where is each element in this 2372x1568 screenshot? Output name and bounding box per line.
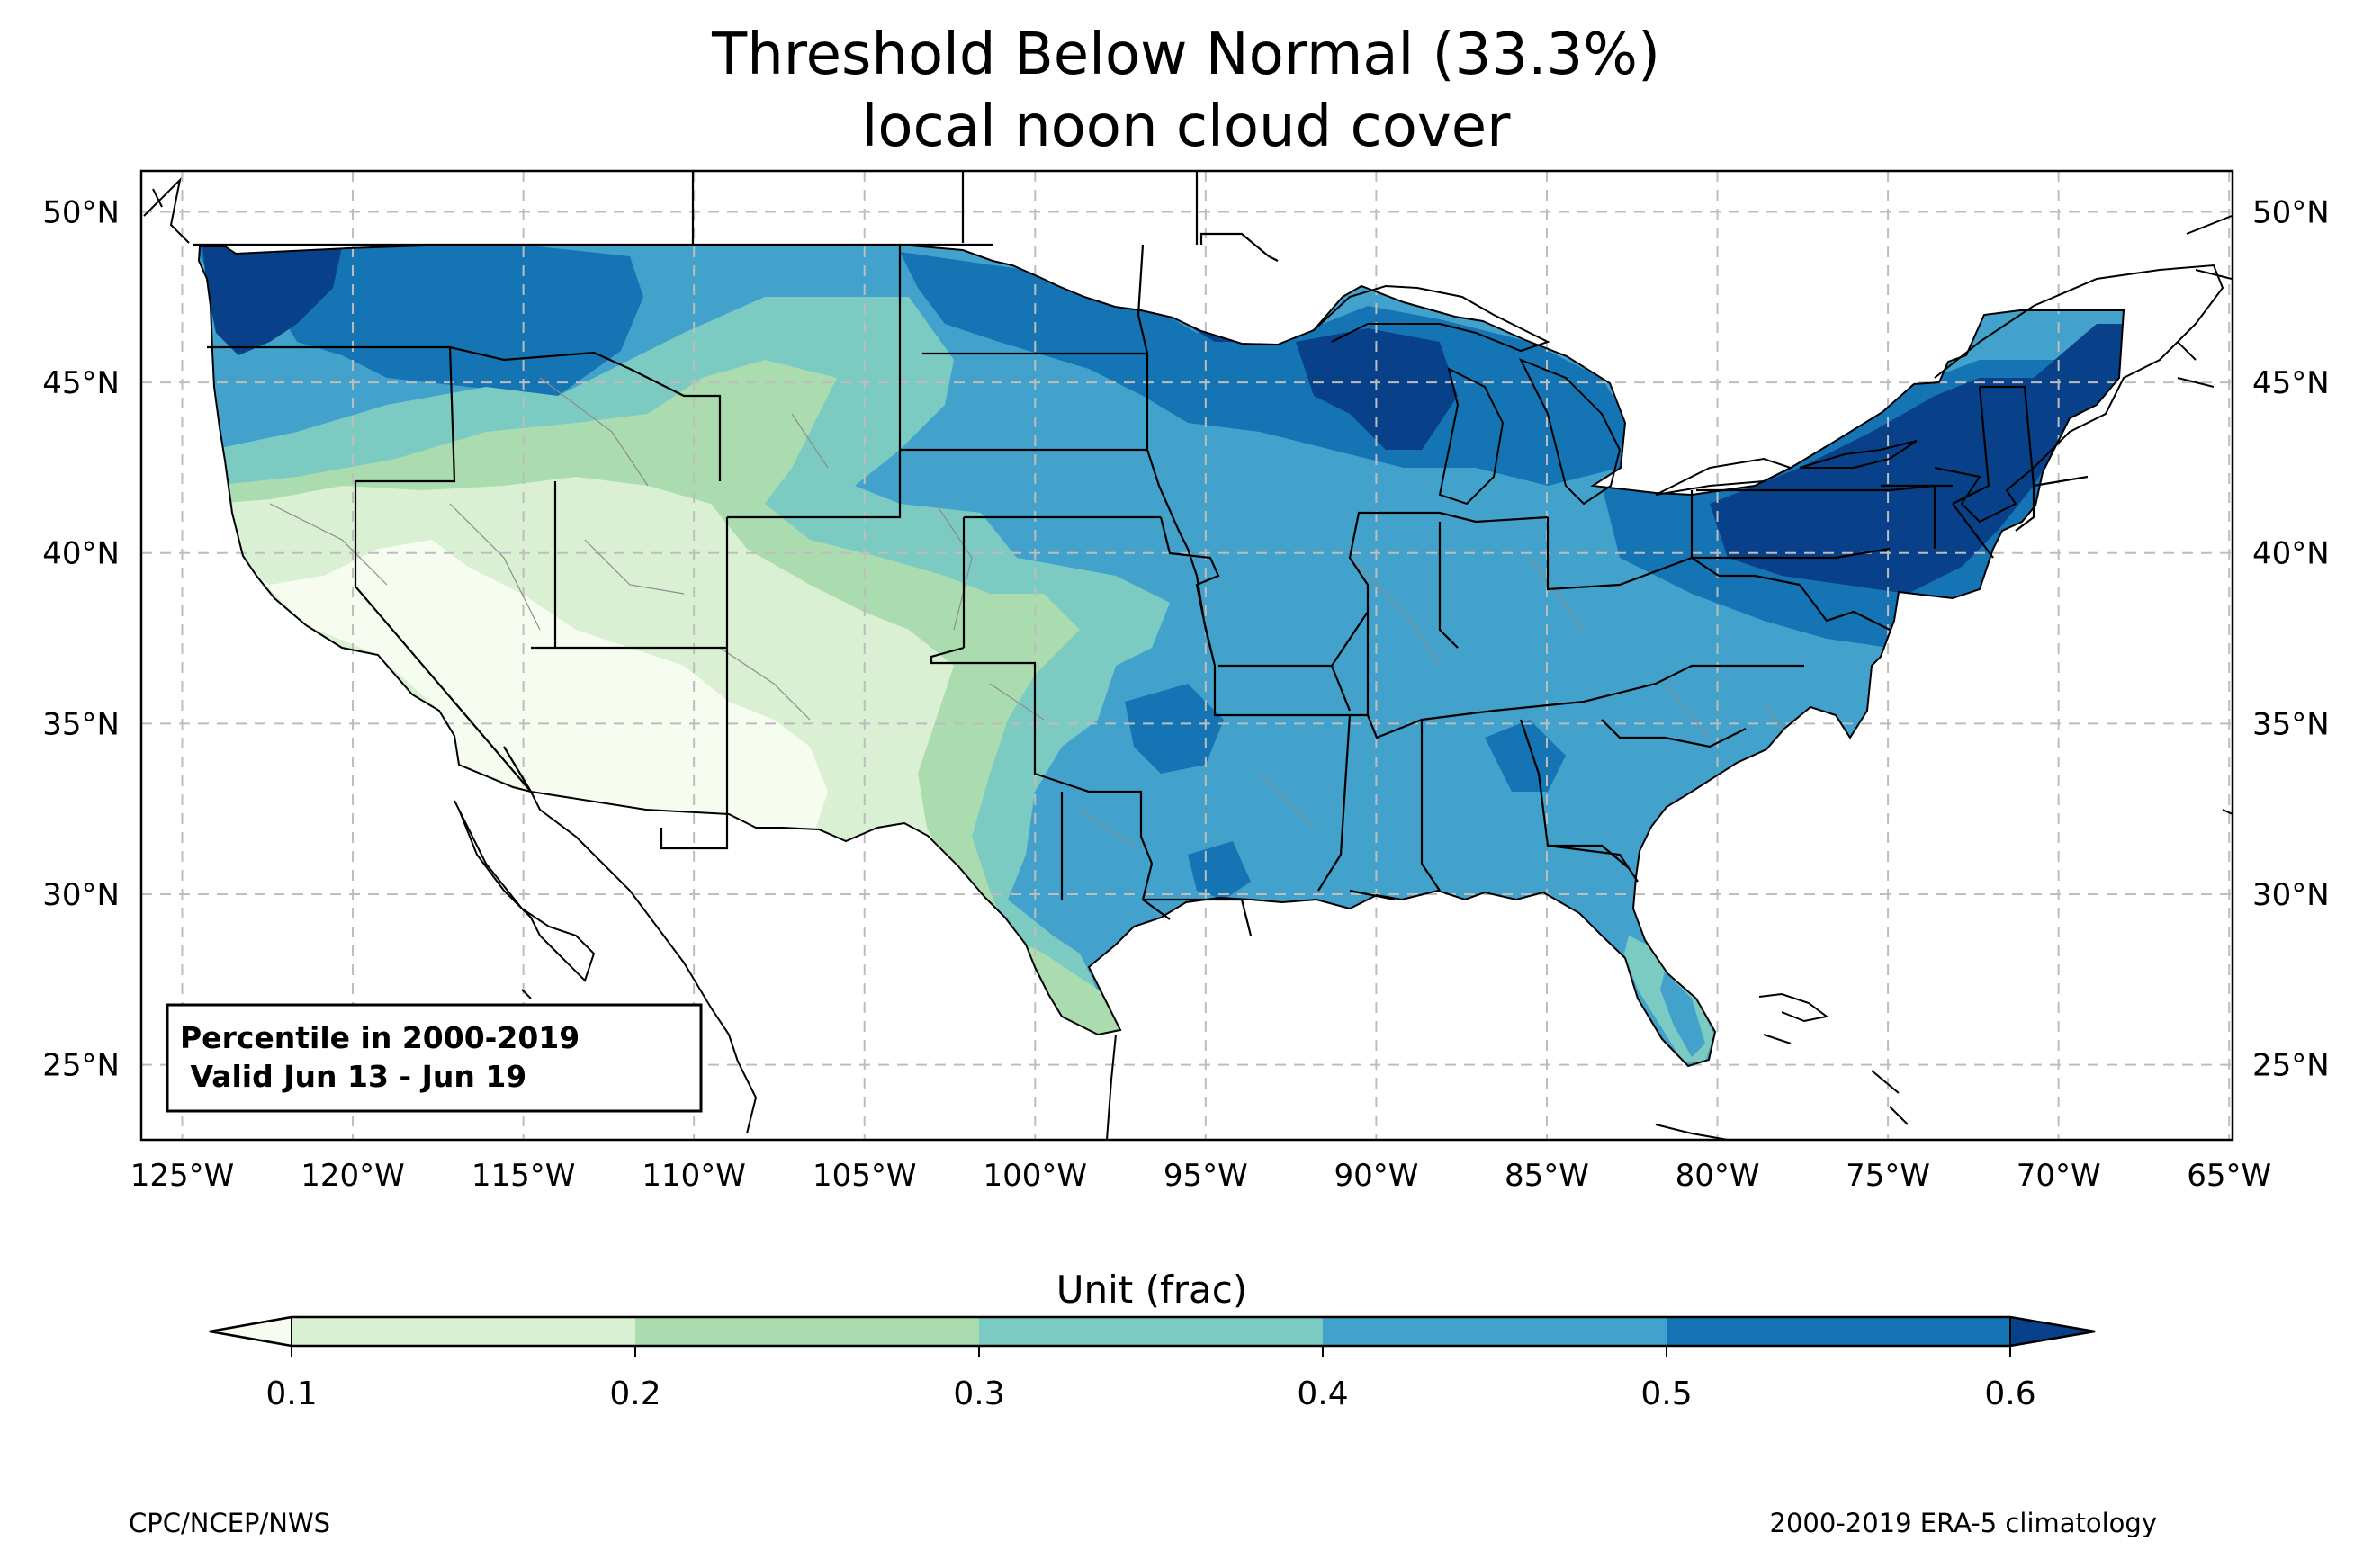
lon-tick-labels: 125°W 120°W 115°W 110°W 105°W 100°W 95°W 90°W 85… xyxy=(130,1158,2271,1194)
annotation-frame xyxy=(166,1003,703,1113)
colorbar-extend-low xyxy=(209,1315,292,1348)
band-0-5-0-6-louisiana xyxy=(1188,841,1251,900)
band-0-5-0-6-north-central xyxy=(900,252,1629,486)
band-gt-0-6-northeast xyxy=(1710,324,2124,594)
band-gt-0-6-washington xyxy=(202,247,342,355)
lon-tick-label: 75°W xyxy=(1846,1158,1930,1194)
lat-tick-label: 30°N xyxy=(42,877,120,913)
lon-tick-label: 90°W xyxy=(1334,1158,1418,1194)
colorbar-bin xyxy=(979,1317,1323,1346)
annotation-line-2: Valid Jun 13 - Jun 19 xyxy=(180,1059,526,1094)
colorbar-label: Unit (frac) xyxy=(1056,1268,1248,1312)
lon-tick-label: 100°W xyxy=(984,1158,1088,1194)
colorbar-tick-label: 0.2 xyxy=(609,1375,660,1412)
annotation-line-1: Percentile in 2000-2019 xyxy=(180,1020,580,1055)
title-line-1: Threshold Below Normal (33.3%) xyxy=(711,22,1660,88)
title-line-2: local noon cloud cover xyxy=(862,94,1512,160)
band-lt-0-1-southwest xyxy=(225,540,828,855)
lat-tick-label: 40°N xyxy=(42,536,120,572)
colorbar-tick-label: 0.5 xyxy=(1640,1375,1692,1412)
county-lines xyxy=(269,377,1801,847)
lon-tick-label: 105°W xyxy=(813,1158,917,1194)
lat-tick-label: 35°N xyxy=(2252,706,2330,742)
colorbar-tick-label: 0.6 xyxy=(1984,1375,2035,1412)
lat-tick-labels-left: 25°N 30°N 35°N 40°N 45°N 50°N xyxy=(42,195,120,1084)
lat-tick-label: 25°N xyxy=(42,1048,120,1084)
lon-tick-label: 70°W xyxy=(2017,1158,2101,1194)
annotation-box: Percentile in 2000-2019 Valid Jun 13 - J… xyxy=(166,1003,703,1113)
colorbar-bin xyxy=(1667,1317,2010,1346)
colorbar-bin xyxy=(1323,1317,1667,1346)
lat-tick-labels-right: 25°N 30°N 35°N 40°N 45°N 50°N xyxy=(2252,195,2330,1084)
colorbar-tick-label: 0.4 xyxy=(1297,1375,1348,1412)
lon-tick-label: 80°W xyxy=(1676,1158,1760,1194)
lat-tick-label: 30°N xyxy=(2252,877,2330,913)
colorbar-ticks: 0.1 0.2 0.3 0.4 0.5 0.6 xyxy=(265,1346,2036,1412)
lat-tick-label: 40°N xyxy=(2252,536,2330,572)
lat-tick-label: 25°N xyxy=(2252,1048,2330,1084)
colorbar-extend-high xyxy=(2009,1315,2096,1348)
lat-tick-label: 45°N xyxy=(42,365,120,401)
lon-tick-label: 125°W xyxy=(130,1158,235,1194)
lon-tick-label: 115°W xyxy=(472,1158,576,1194)
gridlines xyxy=(141,171,2233,1140)
footer-left: CPC/NCEP/NWS xyxy=(129,1508,330,1538)
lat-tick-label: 35°N xyxy=(42,706,120,742)
lon-tick-label: 95°W xyxy=(1164,1158,1248,1194)
colorbar-tick-label: 0.1 xyxy=(265,1375,317,1412)
lat-tick-label: 50°N xyxy=(42,195,120,231)
coastlines xyxy=(143,176,2233,1140)
colorbar-bins xyxy=(292,1317,2010,1346)
map-frame xyxy=(139,169,2234,1142)
colorbar-tick-label: 0.3 xyxy=(953,1375,1004,1412)
lat-tick-label: 50°N xyxy=(2252,195,2330,231)
band-0-4-0-5-florida-tip xyxy=(1660,972,1705,1057)
colorbar: Unit (frac) 0.1 0.2 0.3 0.4 0.5 0.6 xyxy=(209,1268,2096,1412)
colorbar-bin xyxy=(292,1317,635,1346)
footer-right: 2000-2019 ERA-5 climatology xyxy=(1770,1508,2157,1538)
colorbar-bin xyxy=(635,1317,979,1346)
lon-tick-label: 85°W xyxy=(1505,1158,1589,1194)
map-panel: Percentile in 2000-2019 Valid Jun 13 - J… xyxy=(141,171,2233,1140)
lon-tick-label: 65°W xyxy=(2187,1158,2271,1194)
lat-tick-label: 45°N xyxy=(2252,365,2330,401)
band-0-5-0-6-southeast xyxy=(1485,720,1566,792)
lon-tick-label: 110°W xyxy=(642,1158,746,1194)
band-0-5-0-6-texas xyxy=(1125,684,1224,774)
lon-tick-label: 120°W xyxy=(301,1158,405,1194)
